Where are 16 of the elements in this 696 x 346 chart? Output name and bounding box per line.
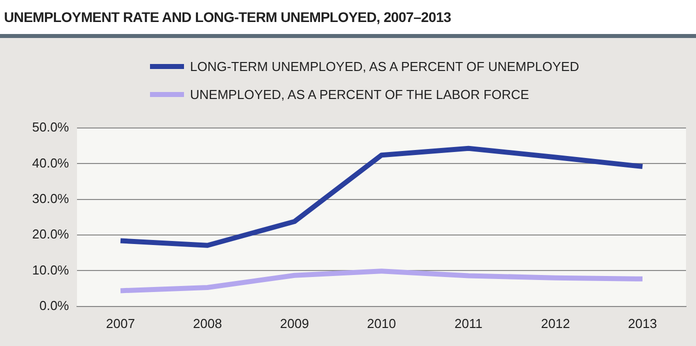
y-tick-label: 0.0% [39,298,70,313]
x-tick-label: 2009 [280,316,309,331]
y-tick-label: 20.0% [32,226,70,242]
x-tick-label: 2008 [193,316,222,331]
y-tick-label: 40.0% [32,155,70,170]
x-tick-label: 2012 [541,316,570,331]
y-tick-label: 10.0% [32,262,70,278]
x-tick-label: 2013 [628,316,657,331]
x-tick-label: 2007 [106,316,135,331]
y-tick-label: 30.0% [32,190,70,206]
chart-title: UNEMPLOYMENT RATE AND LONG-TERM UNEMPLOYED, 2007–2013 [3,8,452,27]
y-tick-label: 50.0% [32,120,70,135]
legend-label: LONG-TERM UNEMPLOYED, AS A PERCENT OF UNEMPLOYED [190,58,580,74]
legend-label: UNEMPLOYED, AS A PERCENT OF THE LABOR FORCE [190,86,530,102]
x-tick-label: 2011 [454,316,482,331]
x-tick-label: 2010 [367,316,396,331]
